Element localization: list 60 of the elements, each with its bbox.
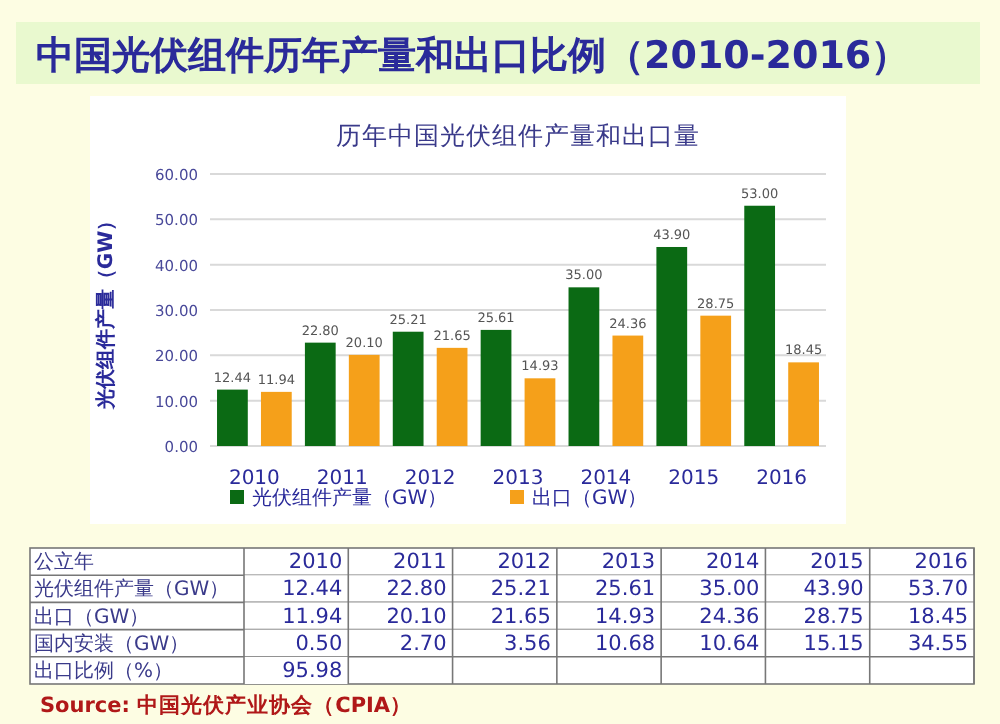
data-label: 28.75 [803, 604, 864, 629]
y-tick-label: 国内安装（GW） [34, 631, 190, 656]
data-label: 10.68 [595, 631, 656, 656]
data-label: 0.50 [295, 631, 343, 656]
bar [392, 331, 424, 446]
bar [304, 342, 336, 446]
data-label: 95.98 [282, 659, 343, 683]
bar [744, 205, 776, 446]
x-tick-label: 2010 [288, 550, 343, 575]
bar [700, 315, 732, 446]
bar [260, 391, 292, 446]
data-label: 25.21 [490, 577, 551, 602]
x-tick-label: 2016 [914, 550, 969, 575]
x-tick-label: 2012 [497, 550, 551, 575]
x-tick-label: 2016 [756, 468, 808, 490]
y-tick-label: 出口（GW） [34, 604, 150, 629]
legend-label: 出口（GW） [532, 486, 648, 510]
chart-title: 中国光伏组件历年产量和出口比例（2010-2016） [36, 34, 910, 78]
data-label: 53.70 [907, 577, 968, 602]
x-tick-label: 2015 [668, 468, 720, 490]
x-tick-label: 2014 [705, 550, 761, 575]
source-note: Source: 中国光伏产业协会（CPIA） [40, 692, 413, 718]
x-tick-label: 2015 [810, 550, 864, 575]
x-tick-label: 2011 [316, 468, 368, 490]
data-label: 2.70 [399, 631, 447, 656]
data-label: 43.90 [803, 577, 864, 602]
bar [656, 246, 688, 446]
y-tick-label: 出口比例（%） [34, 659, 174, 683]
x-tick-label: 2013 [601, 550, 656, 575]
data-label: 25.61 [595, 577, 656, 602]
bar [436, 347, 468, 446]
x-tick-label: 2011 [393, 550, 447, 575]
data-label: 12.44 [282, 577, 343, 602]
data-label: 10.64 [699, 631, 761, 656]
chart-subtitle: 历年中国光伏组件产量和出口量 [336, 120, 700, 150]
data-label: 11.94 [282, 604, 343, 629]
data-label: 21.65 [490, 604, 551, 629]
data-label: 14.93 [595, 604, 656, 629]
y-tick-label: 光伏组件产量（GW） [34, 577, 230, 602]
bar [788, 362, 819, 446]
x-tick-label: 2012 [404, 468, 456, 490]
data-label: 20.10 [386, 604, 447, 629]
x-axis-title: 公立年 [34, 550, 94, 575]
x-tick-label: 2013 [492, 468, 544, 490]
data-label: 24.36 [699, 604, 761, 629]
bar [524, 378, 556, 446]
x-tick-label: 2014 [580, 468, 632, 490]
data-label: 3.56 [504, 631, 552, 656]
bar [348, 354, 380, 446]
bar [480, 329, 512, 446]
data-label: 34.55 [907, 631, 968, 656]
bar [217, 389, 248, 446]
data-label: 35.00 [699, 577, 760, 602]
bar [612, 335, 644, 446]
bar [568, 287, 600, 446]
legend-label: 光伏组件产量（GW） [252, 486, 448, 510]
x-tick-label: 2010 [228, 468, 280, 490]
data-label: 18.45 [907, 604, 968, 629]
data-label: 22.80 [386, 577, 447, 602]
data-label: 15.15 [803, 631, 864, 656]
